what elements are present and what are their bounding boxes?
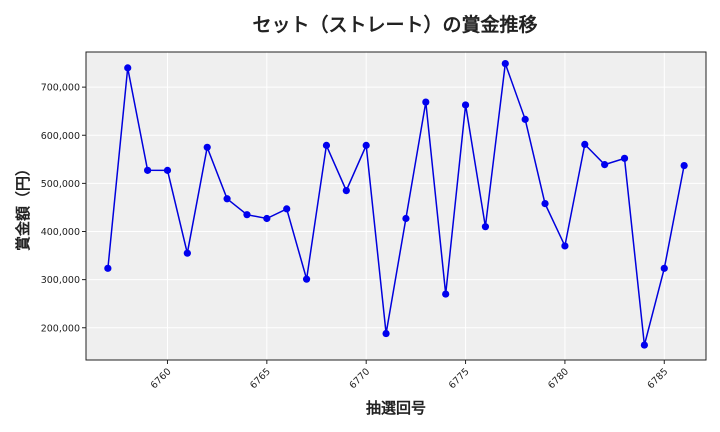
x-axis-label: 抽選回号 xyxy=(366,399,426,417)
plot-frame xyxy=(85,51,707,361)
y-tick-label: 400,000 xyxy=(41,227,80,238)
data-point xyxy=(362,141,370,149)
x-tick-label: 6780 xyxy=(546,366,571,391)
data-point xyxy=(302,275,311,283)
data-point xyxy=(521,115,529,123)
data-point xyxy=(422,98,430,106)
data-point xyxy=(620,154,629,162)
data-point xyxy=(541,199,549,208)
x-axis: 6760 6765 6770 6775 6780 6785 xyxy=(149,360,671,391)
x-tick-label: 6775 xyxy=(447,366,472,391)
y-tick-label: 700,000 xyxy=(41,83,80,94)
x-tick-label: 6765 xyxy=(248,366,273,391)
data-point xyxy=(163,166,172,174)
data-point xyxy=(382,329,390,338)
data-point xyxy=(442,290,450,298)
y-axis-label: 賞金額（円） xyxy=(14,161,32,251)
data-point xyxy=(402,214,410,223)
chart-title: セット（ストレート）の賞金推移 xyxy=(252,13,537,36)
gridlines xyxy=(86,52,706,360)
x-tick-label: 6785 xyxy=(646,366,671,391)
y-axis: 200,000 300,000 400,000 500,000 600,000 700,0… xyxy=(41,83,86,334)
data-point xyxy=(283,205,291,213)
y-tick-label: 500,000 xyxy=(41,179,80,190)
data-point xyxy=(481,223,490,231)
y-tick-label: 600,000 xyxy=(41,131,80,142)
data-point xyxy=(263,214,271,223)
data-point xyxy=(680,161,688,170)
data-point xyxy=(561,242,569,250)
data-point xyxy=(144,166,152,174)
data-point xyxy=(124,64,132,72)
data-point xyxy=(322,141,331,149)
plot-area xyxy=(85,51,707,361)
data-point xyxy=(223,195,231,203)
data-point xyxy=(660,264,668,272)
data-point xyxy=(104,264,112,272)
x-tick-label: 6770 xyxy=(347,366,372,391)
data-point xyxy=(640,341,648,349)
y-tick-label: 300,000 xyxy=(41,275,80,286)
data-point xyxy=(601,161,609,169)
data-point xyxy=(581,140,589,148)
x-tick-label: 6760 xyxy=(149,366,174,391)
data-point xyxy=(501,59,509,68)
data-point xyxy=(342,187,350,195)
data-point xyxy=(243,211,251,219)
series-line xyxy=(107,63,685,346)
data-point xyxy=(183,249,191,257)
data-points xyxy=(104,59,688,349)
data-point xyxy=(461,101,470,109)
y-tick-label: 200,000 xyxy=(41,323,80,334)
data-point xyxy=(203,143,211,151)
